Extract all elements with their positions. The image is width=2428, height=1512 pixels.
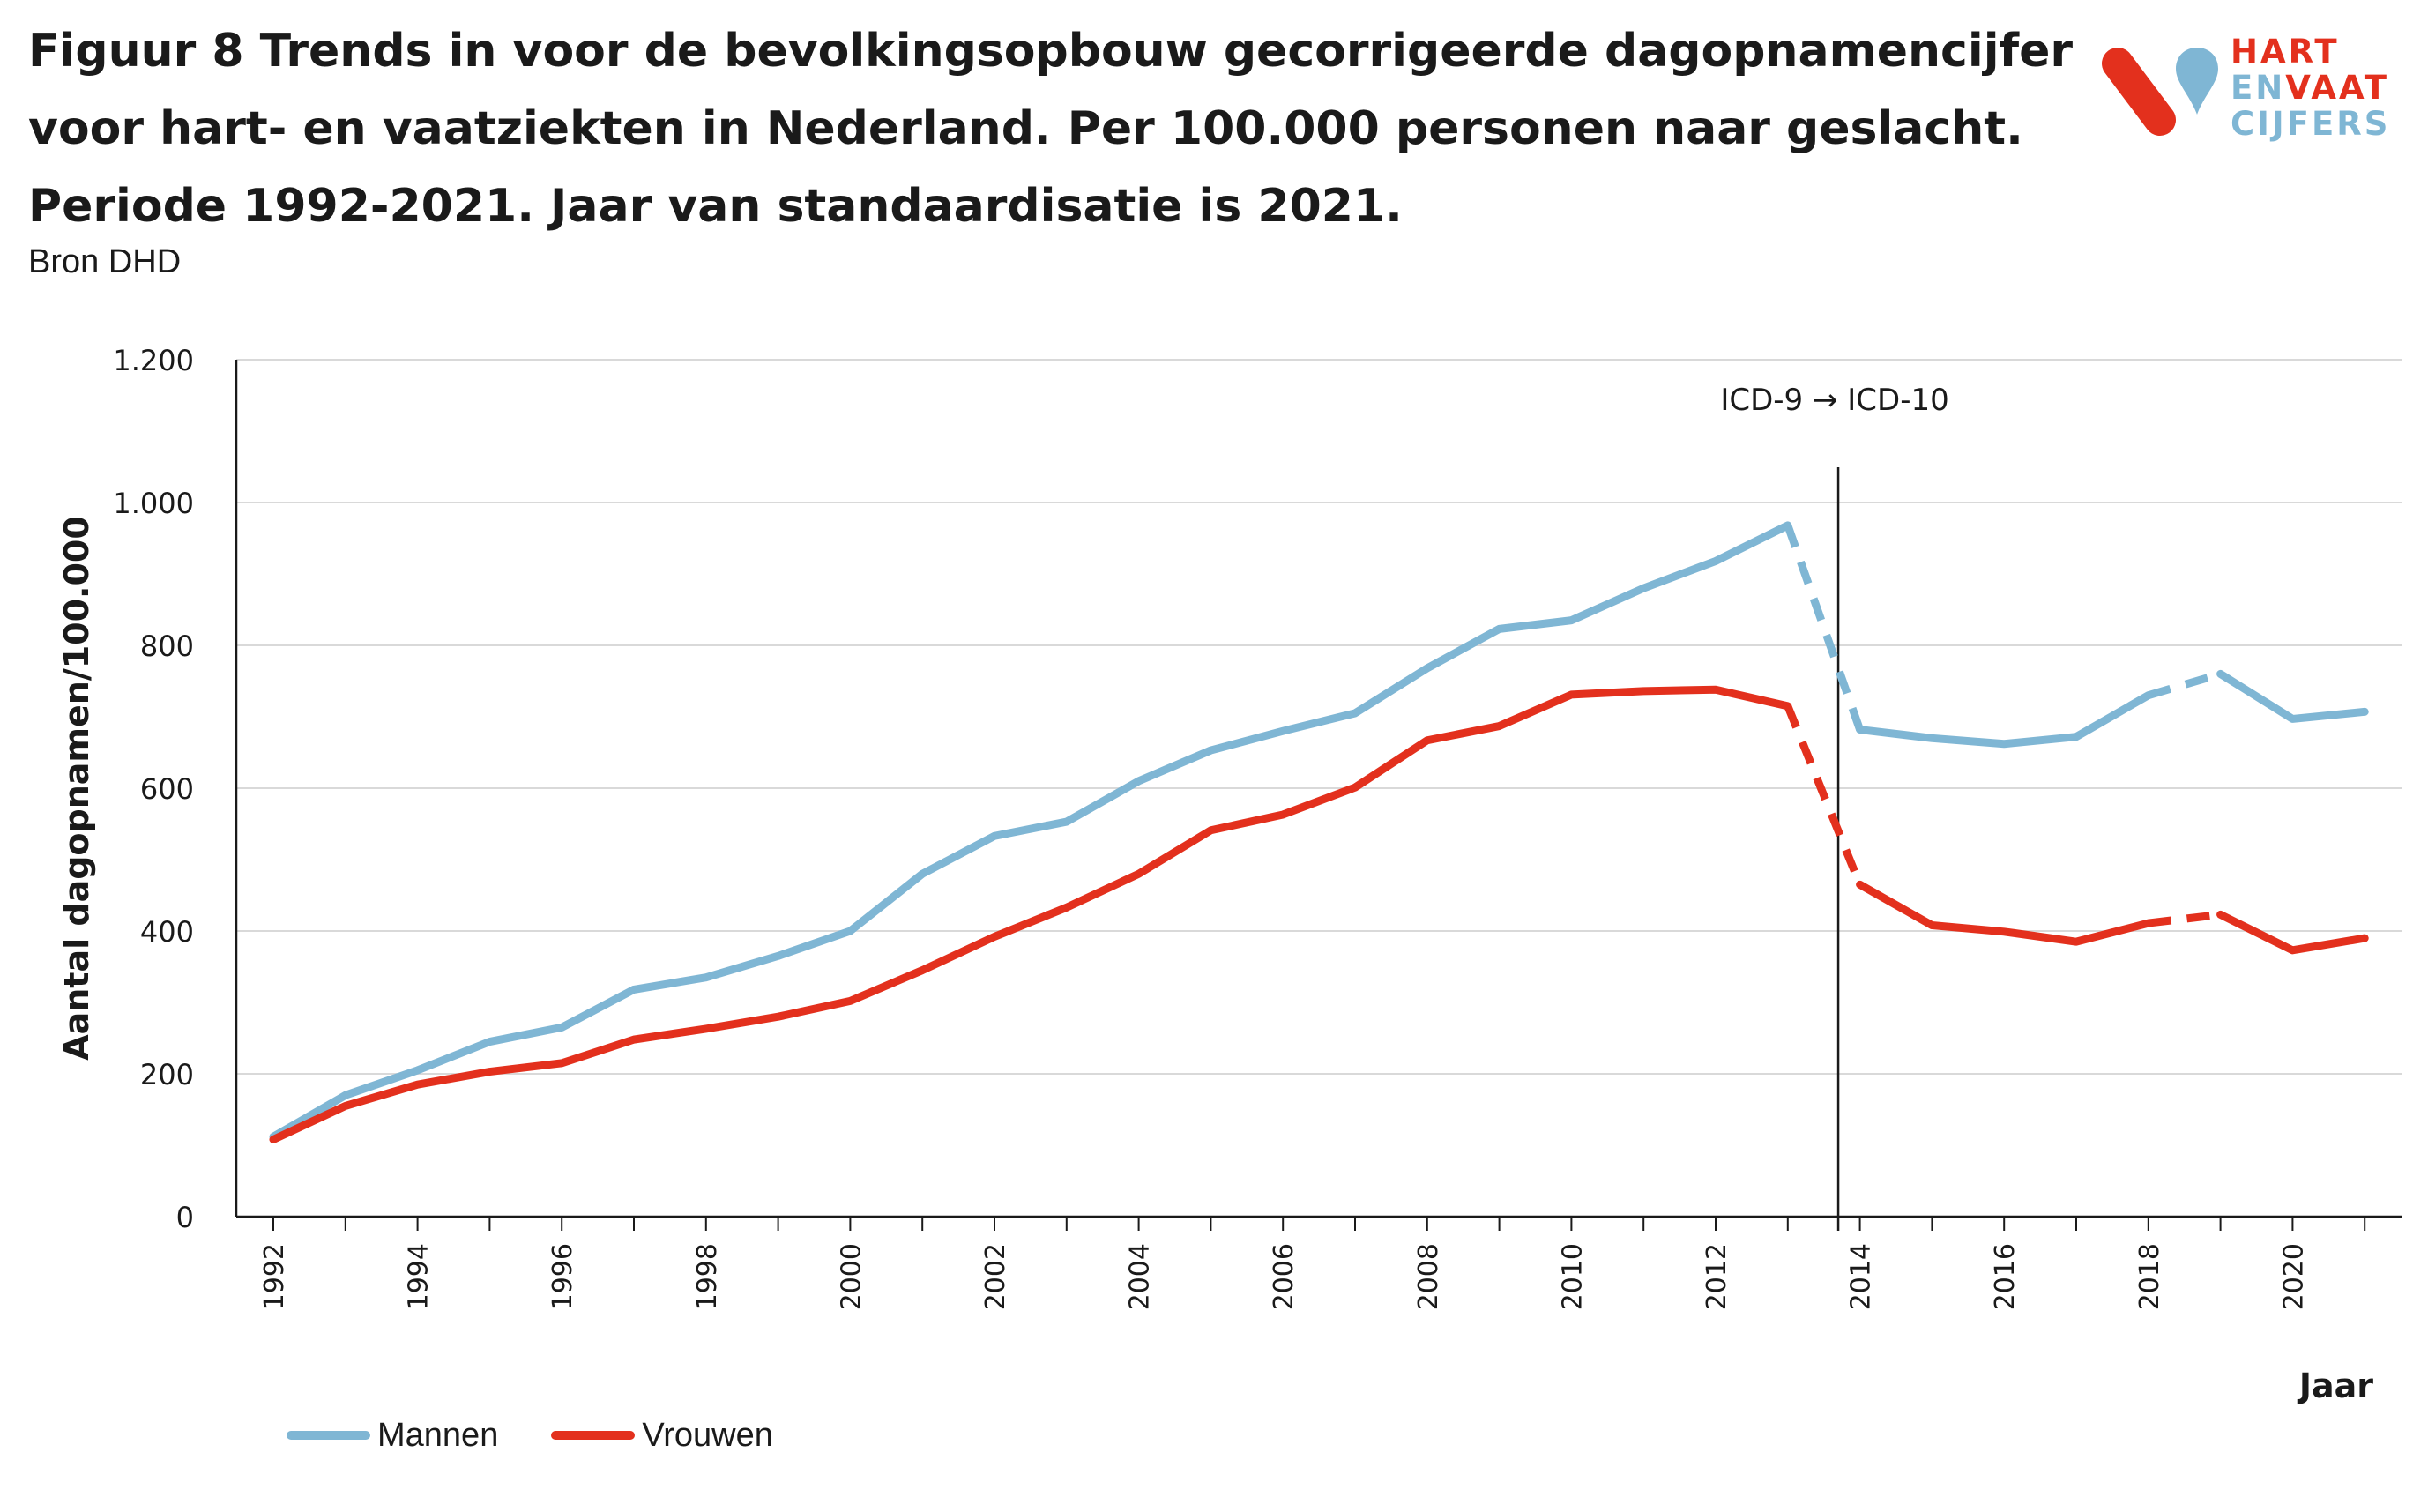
y-tick-label-0: 0	[176, 1201, 194, 1234]
legend-item-mannen: Mannen	[287, 1417, 498, 1455]
legend-label-mannen: Mannen	[377, 1416, 499, 1454]
logo-wordmark: HART ENVAAT CIJFERS	[2231, 34, 2390, 142]
y-tick-label-1200: 1.200	[113, 344, 194, 377]
x-tick-label-1992: 1992	[259, 1243, 290, 1310]
chart-title: Figuur 8 Trends in voor de bevolkingsopb…	[28, 12, 2074, 245]
x-tick-label-2002: 2002	[980, 1243, 1011, 1310]
x-tick-label-2020: 2020	[2278, 1243, 2309, 1310]
x-tick-label-1996: 1996	[547, 1243, 578, 1310]
x-tick-label-2010: 2010	[1557, 1243, 1588, 1310]
icd-transition-label: ICD-9 → ICD-10	[1720, 383, 1948, 418]
legend: Mannen Vrouwen	[287, 1411, 826, 1460]
series-line-vrouwen	[1856, 880, 2153, 946]
title-line-2: voor hart- en vaatziekten in Nederland. …	[28, 102, 2023, 155]
heart-drop-logo-icon	[2102, 48, 2218, 136]
x-tick-label-2006: 2006	[1269, 1243, 1300, 1310]
y-axis-title: Aantal dagopnamen/100.000	[57, 516, 96, 1061]
series-dashed-segment-mannen	[1784, 524, 1864, 732]
x-tick-label-2016: 2016	[1990, 1243, 2021, 1310]
x-tick-label-2004: 2004	[1125, 1243, 1156, 1310]
hartenvaatcijfers-logo: HART ENVAAT CIJFERS	[2098, 34, 2398, 142]
x-tick-label-1998: 1998	[692, 1243, 723, 1310]
logo-line-3: CIJFERS	[2231, 105, 2391, 143]
logo-line-2b: VAAT	[2285, 69, 2390, 107]
logo-line-2a: EN	[2231, 69, 2286, 107]
legend-swatch-vrouwen	[551, 1431, 636, 1440]
legend-swatch-mannen	[287, 1431, 370, 1440]
series-line-mannen	[1856, 691, 2153, 749]
series-dashed-segment-vrouwen	[2148, 910, 2222, 927]
series-dashed-segment-mannen	[2147, 670, 2222, 700]
title-line-3: Periode 1992-2021. Jaar van standaardisa…	[28, 180, 1403, 233]
y-tick-label-1000: 1.000	[113, 487, 194, 520]
series-line-vrouwen	[269, 685, 1792, 1144]
title-line-1: Figuur 8 Trends in voor de bevolkingsopb…	[28, 25, 2074, 78]
series-line-mannen	[269, 521, 1792, 1141]
x-tick-label-2000: 2000	[836, 1243, 867, 1310]
x-axis-title: Jaar	[2297, 1367, 2373, 1405]
series-vrouwen	[269, 685, 2369, 1144]
legend-item-vrouwen: Vrouwen	[551, 1417, 773, 1455]
series-dashed-segment-vrouwen	[1784, 704, 1864, 887]
series-line-mannen	[2216, 669, 2369, 723]
series-mannen	[269, 521, 2369, 1141]
logo-line-1: HART	[2231, 33, 2340, 71]
y-tick-label-400: 400	[140, 915, 194, 949]
source-label: Bron DHD	[28, 243, 182, 280]
y-tick-label-800: 800	[140, 629, 194, 663]
series-line-vrouwen	[2216, 910, 2369, 955]
y-tick-label-600: 600	[140, 772, 194, 806]
x-tick-label-2012: 2012	[1702, 1243, 1732, 1310]
x-tick-label-2018: 2018	[2134, 1243, 2165, 1310]
x-tick-label-1994: 1994	[404, 1243, 435, 1310]
legend-label-vrouwen: Vrouwen	[642, 1416, 773, 1454]
y-tick-label-200: 200	[140, 1058, 194, 1091]
x-tick-label-2008: 2008	[1413, 1243, 1444, 1310]
x-tick-label-2014: 2014	[1846, 1243, 1877, 1310]
